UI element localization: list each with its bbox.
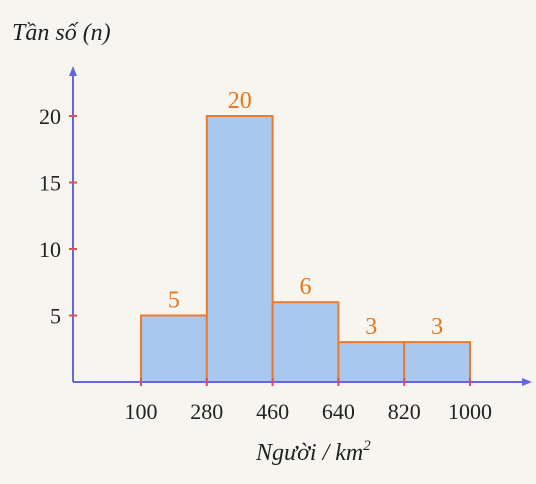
- x-tick-label: 820: [388, 399, 421, 424]
- x-tick-label: 280: [190, 399, 223, 424]
- bar-value-label: 3: [431, 314, 443, 340]
- histogram-bar: [403, 341, 472, 384]
- bar-value-label: 6: [300, 274, 312, 300]
- chart-marks: 5 20 6 3 3 5 10 15 20 100 280 460 640 820 1000: [39, 66, 532, 424]
- y-tick-label: 5: [50, 304, 61, 329]
- x-tick-label: 1000: [448, 399, 492, 424]
- y-tick-label: 20: [39, 104, 61, 129]
- x-tick-label: 100: [125, 399, 158, 424]
- histogram-bar: [271, 301, 340, 384]
- histogram-bar: [337, 341, 406, 384]
- y-axis-label: Tần số (n): [12, 20, 111, 46]
- x-axis-label-main: Người / km: [255, 440, 363, 466]
- bar-value-label: 5: [168, 288, 180, 314]
- y-tick-label: 10: [39, 237, 61, 262]
- y-axis-arrow-icon: [69, 66, 77, 76]
- x-axis-arrow-icon: [522, 378, 532, 386]
- x-axis-label-superscript: 2: [363, 438, 371, 454]
- x-tick-label: 640: [322, 399, 355, 424]
- y-tick-label: 15: [39, 171, 61, 196]
- x-tick-label: 460: [256, 399, 289, 424]
- x-axis-label: Người / km2: [255, 438, 371, 466]
- histogram-bar: [205, 115, 274, 383]
- histogram-bar: [140, 314, 208, 383]
- bar-value-label: 20: [228, 88, 252, 114]
- bar-value-label: 3: [365, 314, 377, 340]
